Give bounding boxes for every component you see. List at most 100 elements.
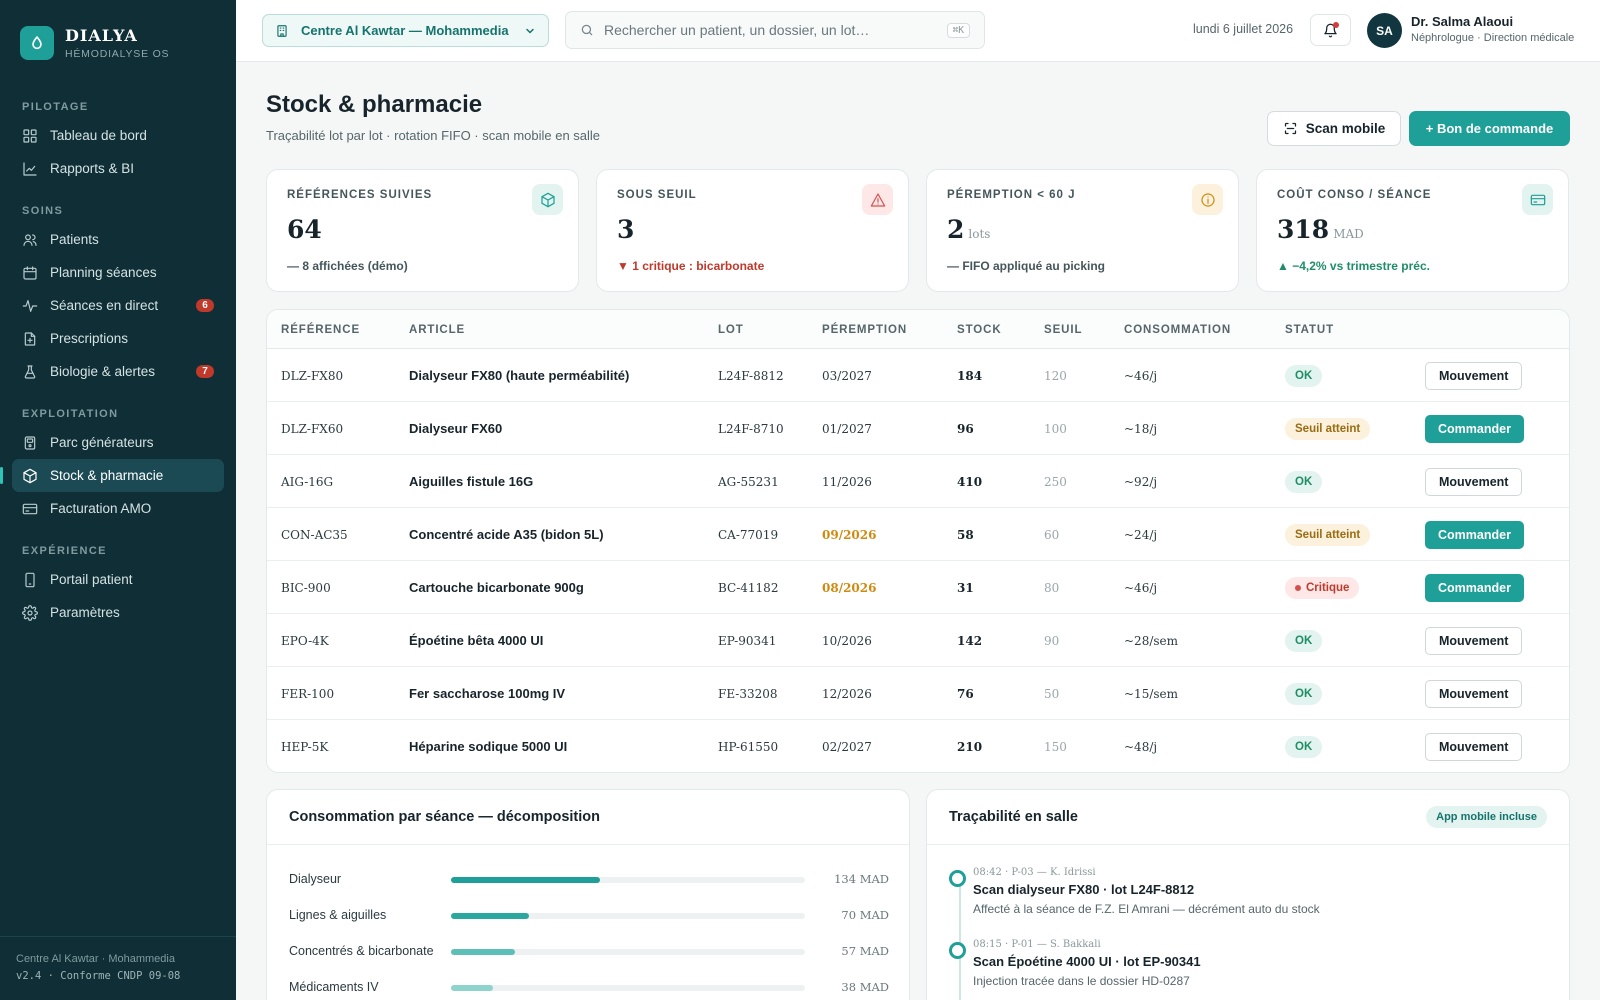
timeline-title: Scan Époétine 4000 UI · lot EP-90341	[973, 954, 1201, 969]
table-row: CON-AC35 Concentré acide A35 (bidon 5L) CA…	[267, 508, 1569, 561]
center-select[interactable]: Centre Al Kawtar — Mohammedia	[262, 14, 549, 47]
user-name[interactable]: Dr. Salma Alaoui	[1411, 14, 1514, 29]
brand[interactable]: DIALYA HÉMODIALYSE OS	[0, 0, 236, 62]
status-badge: Seuil atteint	[1285, 523, 1371, 546]
order-button[interactable]: Commander	[1425, 414, 1524, 443]
cell-consommation: ~24/j	[1124, 527, 1158, 542]
th-peremption[interactable]: PÉREMPTION	[822, 324, 908, 336]
nav-section-title: EXPÉRIENCE	[22, 545, 107, 557]
cell-lot: FE-33208	[718, 686, 778, 701]
th-reference[interactable]: RÉFÉRENCE	[281, 324, 361, 336]
cell-action: Mouvement	[1425, 455, 1523, 508]
brand-subtitle: HÉMODIALYSE OS	[65, 47, 170, 60]
cell-lot: CA-77019	[718, 527, 779, 542]
movement-button[interactable]: Mouvement	[1425, 467, 1523, 496]
search-input[interactable]	[604, 22, 947, 38]
sidebar-item-label: Séances en direct	[50, 298, 159, 313]
cell-lot: L24F-8812	[718, 368, 784, 383]
sidebar-item-seances-en-direct[interactable]: Séances en direct 6	[12, 289, 224, 322]
card-icon	[22, 501, 38, 517]
status-badge: Critique	[1285, 576, 1360, 599]
notifications-button[interactable]	[1310, 14, 1351, 46]
cell-seuil: 120	[1044, 368, 1067, 383]
movement-button[interactable]: Mouvement	[1425, 626, 1523, 655]
timeline-line	[959, 877, 961, 1000]
sidebar-item-parc-generateurs[interactable]: Parc générateurs	[12, 426, 224, 459]
th-stock[interactable]: STOCK	[957, 324, 1002, 336]
cell-action: Mouvement	[1425, 349, 1523, 402]
sidebar-item-label: Tableau de bord	[50, 128, 147, 143]
cell-seuil: 60	[1044, 527, 1060, 542]
order-button[interactable]: Commander	[1425, 520, 1524, 549]
status-badge: OK	[1285, 364, 1323, 387]
sidebar-item-parametres[interactable]: Paramètres	[12, 596, 224, 629]
consumption-bar-fill	[451, 949, 515, 955]
table-row: FER-100 Fer saccharose 100mg IV FE-33208 12…	[267, 667, 1569, 720]
status-label: Seuil atteint	[1295, 422, 1361, 435]
cell-seuil: 250	[1044, 474, 1067, 489]
cell-action: Mouvement	[1425, 667, 1523, 720]
consumption-bar-track	[451, 949, 805, 955]
sidebar-item-prescriptions[interactable]: Prescriptions	[12, 322, 224, 355]
kpi-unit: MAD	[1333, 227, 1364, 241]
footer-version: v2.4 · Conforme CNDP 09-08	[16, 970, 181, 982]
consumption-title: Consommation par séance — décomposition	[289, 809, 600, 825]
purchase-order-button[interactable]: + Bon de commande	[1409, 111, 1570, 146]
cell-stock: 410	[957, 474, 983, 489]
machine-icon	[22, 435, 38, 451]
cell-peremption: 03/2027	[822, 368, 872, 383]
prescription-icon	[22, 331, 38, 347]
sidebar-item-tableau-de-bord[interactable]: Tableau de bord	[12, 119, 224, 152]
sidebar-item-facturation-amo[interactable]: Facturation AMO	[12, 492, 224, 525]
kpi-label: RÉFÉRENCES SUIVIES	[287, 189, 433, 201]
search-icon	[581, 24, 593, 36]
kpi-value: 2 lots	[947, 215, 990, 244]
order-button[interactable]: Commander	[1425, 573, 1524, 602]
sidebar-footer: Centre Al Kawtar · Mohammedia v2.4 · Con…	[0, 936, 236, 1000]
search-bar: ⌘K	[565, 11, 985, 49]
center-select-label: Centre Al Kawtar — Mohammedia	[301, 23, 509, 38]
sidebar-item-label: Stock & pharmacie	[50, 468, 164, 483]
movement-button[interactable]: Mouvement	[1425, 732, 1523, 761]
cell-status: Critique	[1285, 561, 1360, 614]
sidebar-item-label: Biologie & alertes	[50, 364, 156, 379]
th-statut[interactable]: STATUT	[1285, 324, 1335, 336]
sidebar-item-rapports-bi[interactable]: Rapports & BI	[12, 152, 224, 185]
consumption-row: Lignes & aiguilles 70 MAD	[289, 906, 889, 926]
kpi-label: PÉREMPTION < 60 J	[947, 189, 1076, 201]
status-badge: OK	[1285, 470, 1323, 493]
cell-peremption: 09/2026	[822, 527, 877, 542]
sidebar-item-planning-seances[interactable]: Planning séances	[12, 256, 224, 289]
cell-article: Époétine bêta 4000 UI	[409, 633, 544, 648]
consumption-label: Médicaments IV	[289, 980, 379, 994]
movement-button[interactable]: Mouvement	[1425, 361, 1523, 390]
th-lot[interactable]: LOT	[718, 324, 744, 336]
cell-reference: CON-AC35	[281, 527, 348, 542]
scan-mobile-button[interactable]: Scan mobile	[1267, 111, 1401, 146]
cell-stock: 58	[957, 527, 974, 542]
sidebar-item-portail-patient[interactable]: Portail patient	[12, 563, 224, 596]
kpi-value: 3	[617, 215, 634, 244]
sidebar-item-stock-pharmacie[interactable]: Stock & pharmacie	[0, 459, 224, 492]
th-consommation[interactable]: CONSOMMATION	[1124, 324, 1232, 336]
cell-reference: HEP-5K	[281, 739, 329, 754]
consumption-value: 57 MAD	[841, 944, 889, 958]
cell-status: OK	[1285, 720, 1323, 772]
consumption-bar-fill	[451, 985, 494, 991]
movement-button[interactable]: Mouvement	[1425, 679, 1523, 708]
chart-line-icon	[22, 161, 38, 177]
kpi-label: COÛT CONSO / SÉANCE	[1277, 189, 1432, 201]
cell-peremption: 12/2026	[822, 686, 872, 701]
consumption-bar-track	[451, 985, 805, 991]
avatar[interactable]: SA	[1367, 13, 1402, 48]
th-article[interactable]: ARTICLE	[409, 324, 466, 336]
cell-peremption: 10/2026	[822, 633, 872, 648]
drop-logo-icon	[20, 25, 54, 60]
cell-peremption: 01/2027	[822, 421, 872, 436]
th-seuil[interactable]: SEUIL	[1044, 324, 1083, 336]
cell-peremption: 08/2026	[822, 580, 877, 595]
cell-status: Seuil atteint	[1285, 508, 1371, 561]
sidebar-item-biologie-alertes[interactable]: Biologie & alertes 7	[12, 355, 224, 388]
chevron-down-icon	[526, 28, 534, 33]
sidebar-item-patients[interactable]: Patients	[12, 223, 224, 256]
